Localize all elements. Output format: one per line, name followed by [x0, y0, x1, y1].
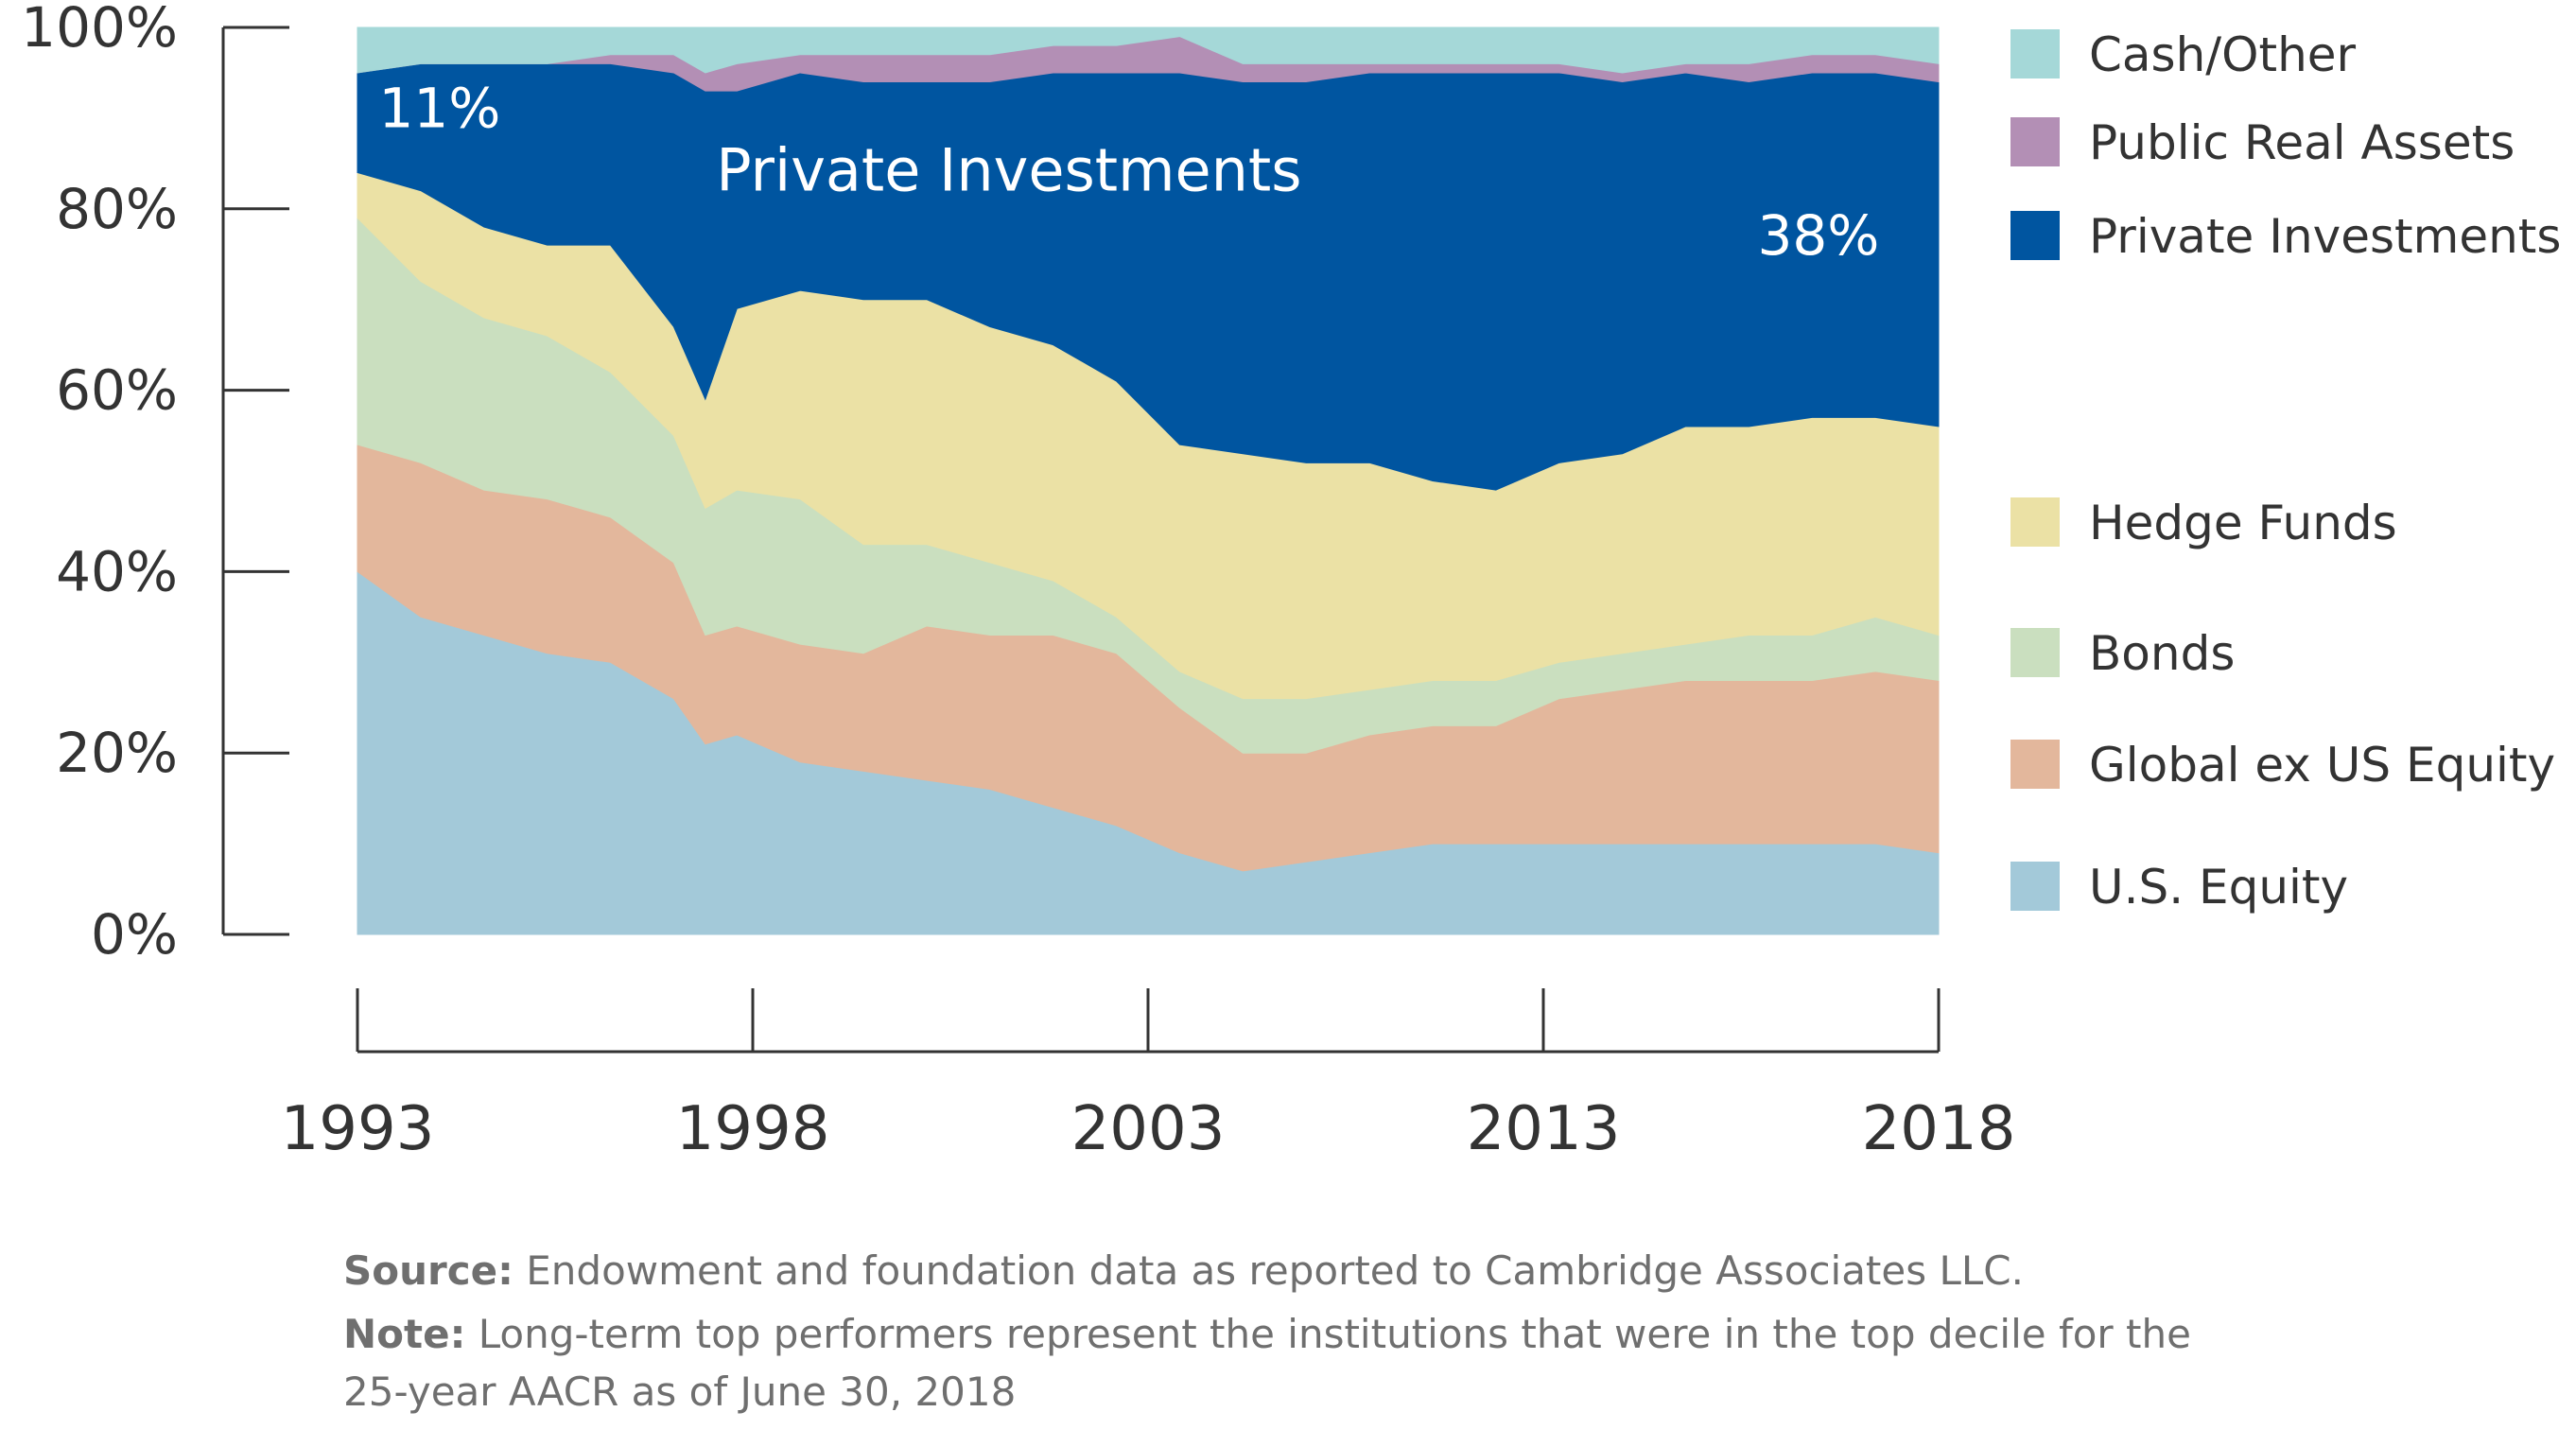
- legend-label: U.S. Equity: [2089, 860, 2348, 915]
- y-axis: 0% 20% 40% 60% 80% 100%: [21, 0, 289, 967]
- y-tick-label: 20%: [56, 721, 178, 785]
- x-tick-label: 1998: [676, 1094, 830, 1164]
- legend-swatch: [2010, 211, 2060, 260]
- annotations: 11% Private Investments 38%: [378, 76, 1879, 267]
- y-tick-label: 0%: [91, 902, 178, 967]
- y-tick-label: 100%: [21, 0, 178, 60]
- legend-swatch: [2010, 862, 2060, 911]
- legend-label: Cash/Other: [2089, 27, 2357, 82]
- area-series-group: [357, 26, 1940, 935]
- legend: Cash/Other Public Real Assets Private Inve…: [2010, 27, 2561, 915]
- note-text: Long-term top performers represent the i…: [343, 1311, 2191, 1415]
- note: Note: Long-term top performers represent…: [343, 1305, 2235, 1421]
- annotation-label: 11%: [378, 76, 500, 140]
- legend-label: Bonds: [2089, 626, 2235, 681]
- legend-swatch: [2010, 29, 2060, 78]
- y-tick-label: 60%: [56, 358, 178, 423]
- source-note: Source: Endowment and foundation data as…: [343, 1242, 2235, 1299]
- x-tick-label: 1993: [281, 1094, 435, 1164]
- y-tick-label: 40%: [56, 539, 178, 603]
- y-tick-label: 80%: [56, 177, 178, 241]
- annotation-label: 38%: [1757, 203, 1879, 268]
- legend-swatch: [2010, 628, 2060, 677]
- x-tick-label: 2013: [1467, 1094, 1621, 1164]
- legend-label: Hedge Funds: [2089, 496, 2397, 550]
- legend-swatch: [2010, 740, 2060, 789]
- stacked-area-chart: 0%20%40%60%80%100% 1993 1998 2003 2013 2018 …: [21, 0, 2561, 1164]
- legend-label: Global ex US Equity: [2089, 738, 2555, 793]
- legend-swatch: [2010, 497, 2060, 547]
- area-cash-other: [357, 26, 1940, 74]
- source-text: Endowment and foundation data as reporte…: [513, 1247, 2024, 1294]
- source-label: Source:: [343, 1247, 513, 1294]
- x-axis: 1993 1998 2003 2013 2018: [281, 988, 2016, 1164]
- footnotes: Source: Endowment and foundation data as…: [343, 1242, 2235, 1426]
- x-tick-label: 2003: [1071, 1094, 1226, 1164]
- legend-label: Public Real Assets: [2089, 115, 2515, 170]
- x-tick-label: 2018: [1862, 1094, 2016, 1164]
- legend-label: Private Investments: [2089, 209, 2561, 264]
- legend-swatch: [2010, 117, 2060, 166]
- note-label: Note:: [343, 1311, 466, 1357]
- annotation-label: Private Investments: [716, 136, 1301, 205]
